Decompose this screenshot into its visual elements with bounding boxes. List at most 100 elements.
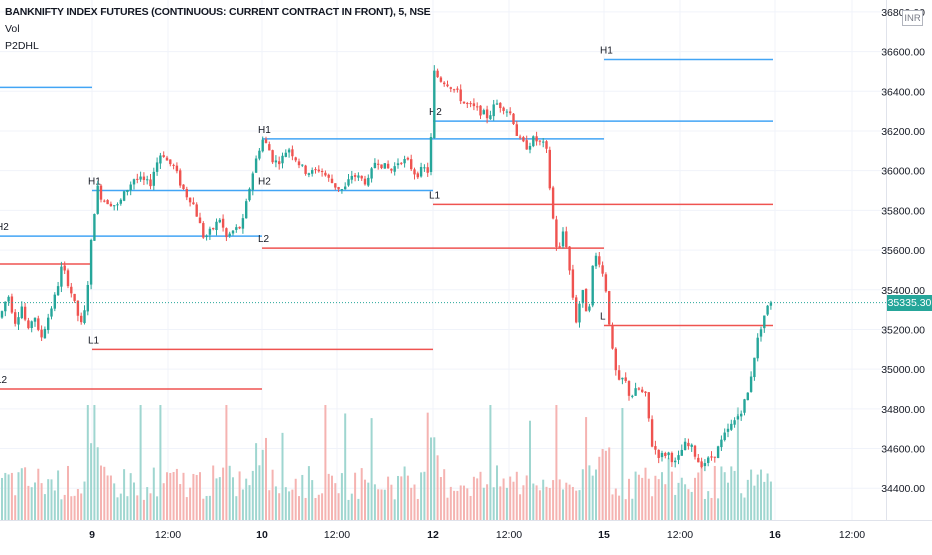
volume-bar: [119, 493, 122, 520]
price-tick-label: 36600.00: [881, 47, 925, 59]
volume-bar: [90, 443, 93, 520]
candle-body: [703, 463, 707, 467]
candle-body: [37, 318, 40, 330]
volume-bar: [502, 478, 505, 520]
candle-body: [423, 167, 426, 169]
volume-bar: [27, 485, 30, 520]
volume-bar: [373, 484, 376, 520]
candle-body: [106, 200, 109, 205]
volume-bar: [710, 497, 713, 520]
volume-bar: [274, 486, 277, 520]
candle-body: [4, 301, 7, 312]
volume-bar: [7, 474, 10, 520]
candle-body: [403, 159, 406, 164]
volume-bar: [202, 498, 205, 520]
volume-bar: [195, 474, 198, 520]
candle-body: [670, 452, 674, 463]
price-axis[interactable]: 34400.00 34600.00 34800.00 35000.00 35200.00…: [881, 7, 925, 495]
candle-body: [667, 452, 670, 456]
candle-body: [33, 317, 37, 322]
candle-body: [258, 150, 261, 159]
volume-bar: [14, 495, 17, 520]
candle-body: [578, 303, 581, 323]
time-tick-label: 12: [427, 529, 439, 541]
candle-body: [307, 173, 311, 175]
candle-body: [637, 388, 641, 390]
candle-body: [304, 165, 307, 174]
candle-body: [119, 199, 122, 204]
indicator-p2dhl-label[interactable]: P2DHL: [5, 40, 39, 52]
volume-bar: [760, 469, 762, 520]
volume-bar: [667, 457, 670, 520]
candle-body: [360, 175, 363, 179]
volume-bar: [736, 407, 739, 520]
time-axis[interactable]: 9 12:00 10 12:00 12 12:00 15 12:00 16 12:00: [89, 529, 865, 541]
volume-bar: [40, 483, 43, 520]
candle-body: [30, 321, 33, 329]
candle-body: [93, 213, 96, 241]
volume-bar: [340, 473, 343, 520]
volume-bar: [126, 496, 129, 520]
currency-badge[interactable]: INR: [902, 10, 923, 26]
candle-body: [241, 218, 245, 229]
volume-bar: [519, 494, 522, 520]
candle-body: [314, 169, 317, 171]
candle-body: [472, 103, 476, 107]
volume-bar: [420, 472, 423, 520]
volume-bar: [535, 485, 538, 520]
candle-body: [660, 452, 664, 458]
volume-bar: [403, 466, 406, 520]
volume-bar: [647, 478, 650, 520]
volume-bar: [558, 479, 561, 520]
level-label: H1: [258, 125, 271, 136]
candle-body: [624, 377, 627, 381]
candle-body: [231, 230, 235, 234]
candle-body: [627, 380, 631, 396]
candle-body: [538, 140, 542, 142]
candle-body: [238, 226, 241, 229]
time-tick-label: 12:00: [324, 529, 350, 541]
candle-body: [377, 163, 380, 165]
volume-bar: [380, 489, 383, 520]
volume-bar: [136, 495, 139, 520]
volume-bar: [393, 499, 396, 520]
candle-body: [429, 136, 433, 172]
time-tick-label: 12:00: [155, 529, 181, 541]
candle-body: [769, 302, 773, 306]
volume-bar: [670, 471, 673, 520]
candle-body: [707, 457, 710, 463]
candle-body: [459, 89, 462, 102]
symbol-title[interactable]: BANKNIFTY INDEX FUTURES (CONTINUOUS: CUR…: [5, 6, 431, 18]
volume-bar: [690, 491, 693, 520]
volume-bar: [50, 479, 53, 520]
volume-bar: [24, 467, 27, 520]
volume-bar: [238, 471, 241, 520]
volume-bar: [571, 486, 574, 520]
volume-bar: [637, 474, 640, 520]
candle-body: [182, 184, 185, 189]
volume-bar: [307, 466, 310, 520]
volume-bar: [433, 437, 436, 520]
candle-body: [740, 413, 743, 417]
time-tick-label: 16: [769, 529, 781, 541]
volume-bar: [212, 465, 215, 520]
candle-body: [330, 178, 334, 183]
candle-body: [251, 173, 254, 190]
candle-body: [542, 141, 545, 143]
candle-body: [40, 329, 43, 338]
volume-bar: [301, 474, 304, 520]
candle-body: [568, 246, 571, 271]
volume-bar: [83, 481, 86, 520]
candle-body: [218, 219, 221, 223]
candle-body: [766, 305, 769, 315]
volume-bar: [664, 484, 667, 520]
candle-body: [558, 246, 561, 248]
volume-bar: [232, 477, 234, 520]
volume-bar: [146, 487, 149, 520]
price-tick-label: 34800.00: [881, 404, 925, 416]
volume-bar: [311, 480, 314, 520]
indicator-vol-label[interactable]: Vol: [5, 23, 20, 35]
volume-bar: [674, 494, 677, 520]
volume-bar: [575, 490, 578, 520]
